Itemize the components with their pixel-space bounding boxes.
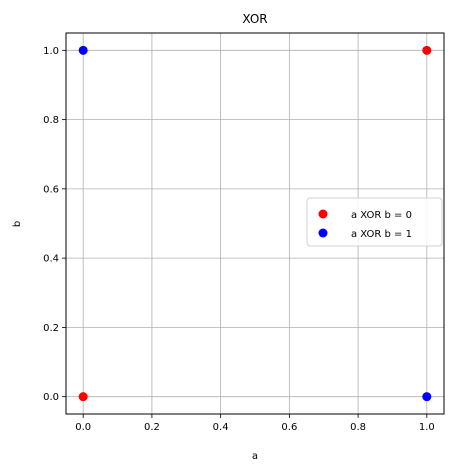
legend-label-xor-1: a XOR b = 1	[351, 229, 412, 240]
x-tick-label: 1.0	[419, 422, 435, 433]
scatter-point-xor-0	[78, 392, 88, 402]
x-tick-label: 0.0	[75, 422, 91, 433]
y-tick-label: 0.8	[43, 115, 59, 126]
y-tick-label: 1.0	[43, 46, 59, 57]
plot-area-frame	[65, 32, 445, 415]
legend: a XOR b = 0 a XOR b = 1	[306, 197, 443, 247]
chart-title: XOR	[242, 12, 267, 26]
x-tick-label: 0.8	[350, 422, 366, 433]
data-points	[78, 45, 432, 402]
scatter-point-xor-1	[78, 45, 88, 55]
legend-marker-blue	[318, 228, 328, 238]
y-axis-label: b	[12, 221, 23, 227]
x-axis-label: a	[252, 451, 258, 462]
x-tick-label: 0.4	[213, 422, 229, 433]
y-tick-label: 0.4	[43, 254, 59, 265]
x-tick-label: 0.6	[281, 422, 297, 433]
legend-marker-red	[318, 209, 328, 219]
y-tick-label: 0.0	[43, 392, 59, 403]
y-tick-label: 0.6	[43, 184, 59, 195]
legend-box	[306, 197, 443, 247]
scatter-point-xor-1	[422, 392, 432, 402]
scatter-point-xor-0	[422, 45, 432, 55]
y-tick-label: 0.2	[43, 323, 59, 334]
legend-label-xor-0: a XOR b = 0	[351, 210, 412, 221]
axis-ticks: 0.0 0.2 0.4 0.6 0.8 1.0 0.0 0.2 0.4 0.6 0.8 1.0	[43, 46, 435, 433]
grid-lines	[66, 33, 444, 414]
x-tick-label: 0.2	[144, 422, 160, 433]
